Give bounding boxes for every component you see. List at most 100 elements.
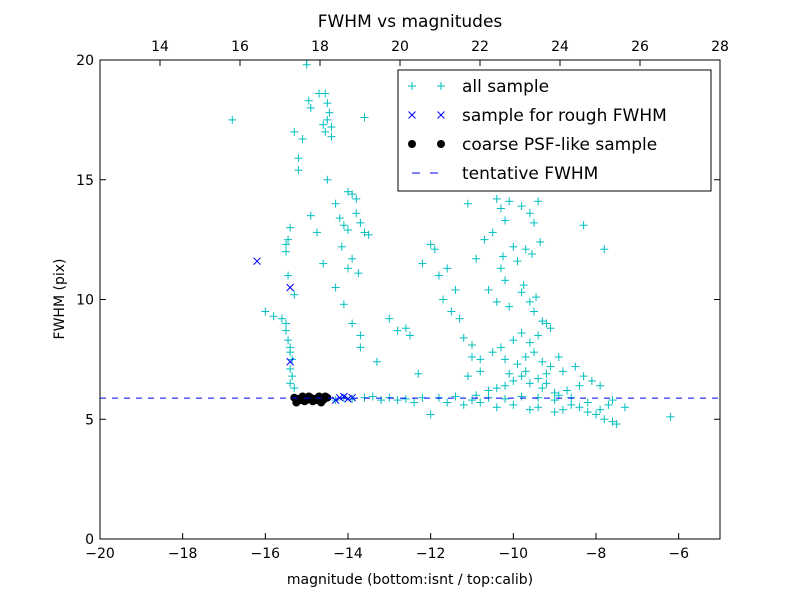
point-2-16 xyxy=(313,396,321,405)
point-0-37 xyxy=(323,175,332,184)
point-0-160 xyxy=(426,410,435,419)
point-0-111 xyxy=(496,343,505,352)
point-0-134 xyxy=(521,367,530,376)
y-tick-label-0: 0 xyxy=(85,532,94,548)
data-layer xyxy=(100,60,720,429)
top-tick-label-5: 24 xyxy=(551,39,569,55)
point-0-127 xyxy=(525,379,534,388)
top-tick-label-6: 26 xyxy=(631,39,649,55)
point-0-89 xyxy=(492,194,501,203)
y-tick-label-1: 5 xyxy=(85,412,94,428)
x-tick-label-2: −16 xyxy=(251,546,281,562)
point-0-99 xyxy=(492,297,501,306)
top-tick-label-4: 22 xyxy=(471,39,489,55)
point-0-86 xyxy=(480,235,489,244)
point-0-153 xyxy=(534,403,543,412)
point-0-109 xyxy=(517,329,526,338)
point-0-41 xyxy=(335,214,344,223)
chart-title: FWHM vs magnitudes xyxy=(318,12,503,32)
point-0-35 xyxy=(321,127,330,136)
point-0-30 xyxy=(323,99,332,108)
point-0-52 xyxy=(354,269,363,278)
point-0-108 xyxy=(525,338,534,347)
point-0-155 xyxy=(509,400,518,409)
point-0-176 xyxy=(501,394,510,403)
legend-marker-b-1 xyxy=(437,111,445,119)
point-0-10 xyxy=(286,364,295,373)
point-0-105 xyxy=(542,319,551,328)
point-0-118 xyxy=(546,362,555,371)
point-0-55 xyxy=(348,319,357,328)
point-0-81 xyxy=(488,228,497,237)
point-0-107 xyxy=(534,331,543,340)
point-0-102 xyxy=(525,297,534,306)
point-0-101 xyxy=(517,288,526,297)
series-1 xyxy=(253,257,356,404)
point-0-152 xyxy=(550,408,559,417)
point-0-129 xyxy=(509,376,518,385)
point-0-191 xyxy=(600,245,609,254)
point-0-19 xyxy=(290,290,299,299)
point-0-163 xyxy=(377,396,386,405)
point-0-63 xyxy=(406,331,414,340)
point-0-66 xyxy=(372,357,381,366)
point-0-77 xyxy=(459,333,468,342)
legend: all sample sample for rough FWHM coarse PS… xyxy=(397,69,712,192)
point-0-32 xyxy=(323,115,332,124)
point-0-73 xyxy=(451,285,460,294)
point-0-188 xyxy=(536,238,545,247)
point-0-117 xyxy=(538,357,547,366)
point-0-173 xyxy=(451,392,460,401)
point-0-139 xyxy=(567,400,576,409)
point-0-65 xyxy=(414,369,423,378)
x-tick-label-3: −14 xyxy=(333,546,363,562)
point-0-192 xyxy=(519,281,528,290)
point-0-78 xyxy=(468,341,476,350)
point-0-38 xyxy=(306,211,315,220)
point-0-185 xyxy=(542,379,551,388)
point-0-174 xyxy=(468,396,476,405)
point-0-130 xyxy=(501,381,510,390)
point-0-125 xyxy=(542,369,551,378)
point-0-40 xyxy=(331,199,340,208)
point-0-179 xyxy=(550,396,559,405)
top-tick-label-2: 18 xyxy=(311,39,329,55)
point-0-159 xyxy=(443,398,452,407)
x-tick-label-6: −8 xyxy=(586,546,607,562)
point-2-13 xyxy=(321,392,330,401)
point-0-156 xyxy=(492,403,501,412)
point-0-71 xyxy=(447,307,456,316)
point-0-74 xyxy=(430,245,439,254)
legend-marker-a-0 xyxy=(408,82,416,90)
point-0-122 xyxy=(579,372,588,381)
legend-marker-a-2 xyxy=(408,140,416,148)
point-0-36 xyxy=(327,132,336,141)
point-0-6 xyxy=(284,336,293,345)
point-0-45 xyxy=(344,187,352,196)
point-0-58 xyxy=(344,226,352,235)
point-0-20 xyxy=(294,166,303,175)
point-0-39 xyxy=(313,228,321,237)
point-0-141 xyxy=(583,408,592,417)
point-0-138 xyxy=(575,381,584,390)
x-tick-label-0: −20 xyxy=(85,546,115,562)
point-0-132 xyxy=(484,386,493,395)
point-0-94 xyxy=(534,197,543,206)
point-0-84 xyxy=(509,242,518,251)
point-0-149 xyxy=(666,412,675,421)
point-0-136 xyxy=(550,388,559,397)
point-0-44 xyxy=(319,259,328,268)
point-0-25 xyxy=(302,60,311,69)
top-tick-label-1: 16 xyxy=(231,39,249,55)
point-0-177 xyxy=(517,392,526,401)
point-0-104 xyxy=(538,317,547,326)
point-0-154 xyxy=(525,405,534,414)
plot-area xyxy=(100,60,720,429)
point-0-92 xyxy=(525,209,534,218)
point-0-144 xyxy=(608,417,617,426)
point-0-62 xyxy=(393,326,402,335)
point-0-60 xyxy=(364,230,373,239)
point-0-50 xyxy=(348,254,357,263)
point-0-98 xyxy=(484,285,493,294)
point-0-54 xyxy=(339,300,348,309)
